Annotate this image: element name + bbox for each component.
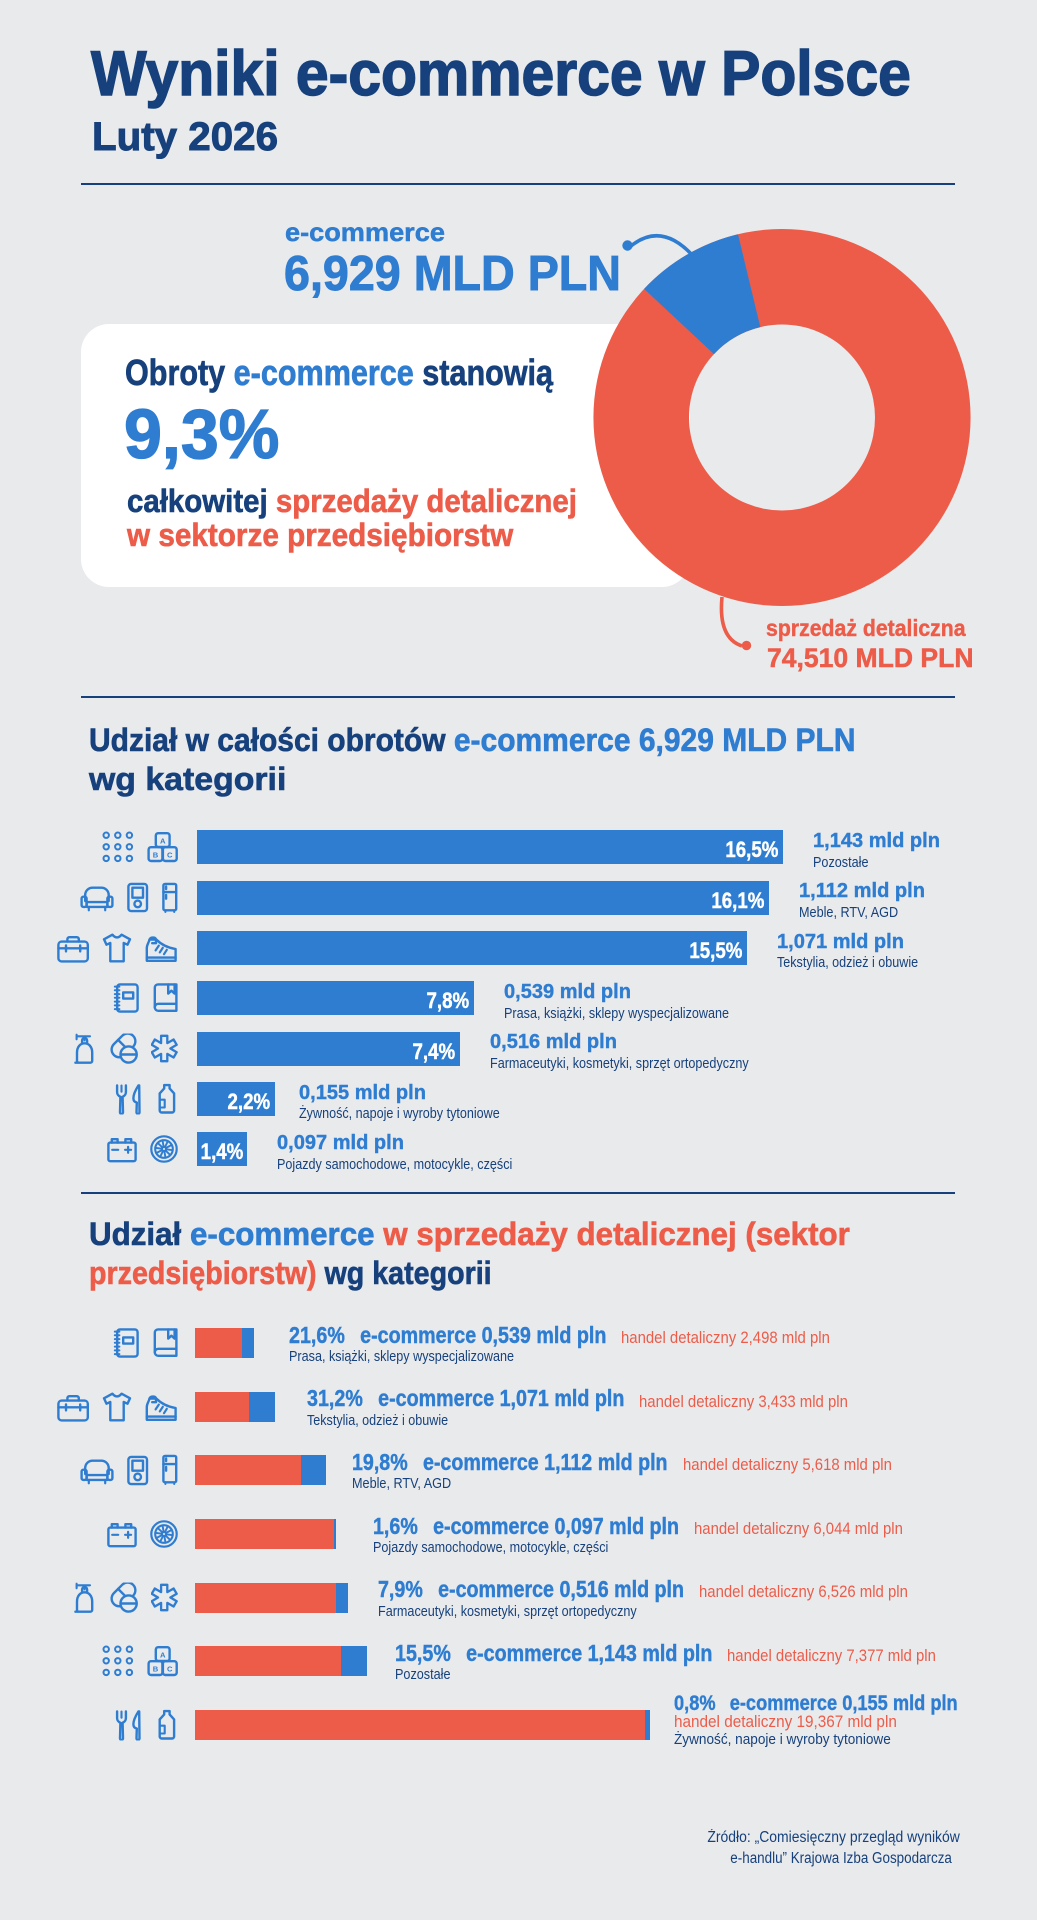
svg-text:C: C xyxy=(167,850,173,859)
svg-text:B: B xyxy=(153,1664,159,1673)
svg-text:A: A xyxy=(160,1650,166,1659)
svg-text:B: B xyxy=(153,850,159,859)
svg-text:C: C xyxy=(167,1664,173,1673)
svg-text:A: A xyxy=(160,836,166,845)
